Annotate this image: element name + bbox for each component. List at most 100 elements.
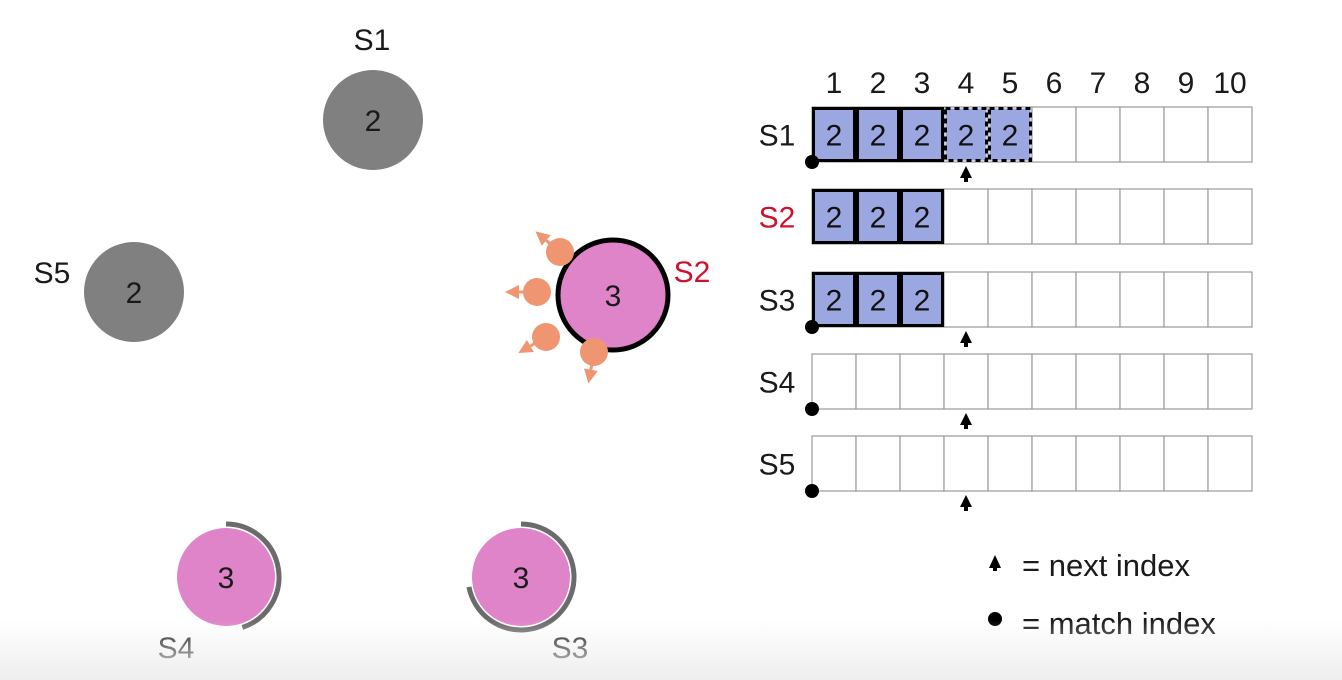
log-row-label: S1 — [759, 120, 796, 153]
log-cell — [987, 353, 1033, 410]
legend-next-index: = next index — [1022, 548, 1191, 583]
log-entry — [812, 272, 856, 327]
next-index-arrow-icon — [960, 495, 972, 507]
server-node — [323, 70, 423, 170]
server-cluster: 2 S1 3 S2 3 S3 3 S4 2 S5 — [34, 24, 711, 665]
log-cell — [943, 353, 989, 410]
log-entry-term: 2 — [826, 202, 843, 235]
log-index-header: 3 — [914, 67, 931, 100]
server-term: 2 — [365, 105, 382, 138]
log-index-header: 2 — [870, 67, 887, 100]
log-entry-term: 2 — [914, 202, 931, 235]
match-index-dot-icon — [805, 320, 819, 334]
log-cell — [1075, 435, 1121, 492]
log-cell — [899, 435, 945, 492]
log-entry — [812, 107, 856, 162]
log-entry — [900, 107, 944, 162]
server-s5: 2 S5 — [34, 242, 184, 342]
log-entry — [856, 189, 900, 244]
log-row-s1: S1 2 2 2 2 2 — [759, 106, 1253, 182]
log-index-header: 7 — [1090, 67, 1107, 100]
log-row-s2: S2 2 2 2 — [759, 188, 1253, 245]
log-index-header: 9 — [1178, 67, 1195, 100]
next-index-legend-icon — [989, 555, 1001, 568]
server-node — [84, 242, 184, 342]
next-index-arrow-stem — [964, 178, 968, 182]
log-cell — [1119, 435, 1165, 492]
log-row-label: S3 — [759, 285, 796, 318]
next-index-arrow-stem — [964, 425, 968, 429]
log-cell — [1207, 271, 1253, 328]
log-entry-term: 2 — [826, 120, 843, 153]
log-cell — [1207, 188, 1253, 245]
log-row-s3: S3 2 2 2 — [759, 271, 1253, 347]
legend: = next index = match index — [988, 548, 1216, 641]
rpc-message-arrowhead — [535, 231, 551, 246]
next-index-arrow-icon — [960, 166, 972, 178]
log-cell — [1119, 271, 1165, 328]
log-entry-term: 2 — [1002, 120, 1019, 153]
server-s2: 3 S2 — [555, 237, 711, 353]
server-term: 3 — [605, 280, 622, 313]
log-cell — [987, 188, 1033, 245]
rpc-message-shaft — [545, 239, 561, 254]
log-row-s5: S5 — [759, 435, 1253, 511]
log-cell — [1119, 106, 1165, 163]
log-entry — [856, 272, 900, 327]
log-cell — [943, 271, 989, 328]
rpc-messages — [505, 231, 608, 384]
server-label: S1 — [354, 24, 391, 57]
log-cell — [1031, 271, 1077, 328]
rpc-message-shaft — [589, 351, 596, 370]
log-cell — [943, 435, 989, 492]
log-cell — [1031, 353, 1077, 410]
server-term: 3 — [513, 562, 530, 595]
log-index-header: 10 — [1213, 67, 1246, 100]
log-cell — [987, 435, 1033, 492]
rpc-message-arrowhead — [518, 339, 534, 353]
log-cell — [1163, 435, 1209, 492]
log-entry-term: 2 — [914, 120, 931, 153]
log-entry-term: 2 — [826, 285, 843, 318]
legend-match-index: = match index — [1022, 606, 1216, 641]
log-cell — [855, 353, 901, 410]
log-cell — [1163, 353, 1209, 410]
log-cell — [1031, 106, 1077, 163]
log-entry-term: 2 — [870, 285, 887, 318]
log-index-header: 5 — [1002, 67, 1019, 100]
election-timer-arc — [225, 521, 282, 630]
server-node — [472, 528, 570, 626]
log-cell — [1075, 271, 1121, 328]
server-label: S2 — [674, 256, 711, 289]
server-s1: 2 S1 — [323, 24, 423, 170]
next-index-arrow-icon — [960, 331, 972, 343]
log-cell — [1075, 106, 1121, 163]
log-cell — [1031, 435, 1077, 492]
log-cell — [899, 353, 945, 410]
rpc-message-icon — [505, 278, 551, 306]
rpc-message-icon — [580, 338, 608, 384]
server-label: S5 — [34, 257, 71, 290]
rpc-message-icon — [535, 231, 574, 266]
log-cell — [811, 435, 857, 492]
server-term: 2 — [126, 277, 143, 310]
server-label: S4 — [158, 632, 195, 665]
server-node — [177, 528, 275, 626]
log-entry-uncommitted — [944, 107, 988, 162]
match-index-dot-icon — [805, 484, 819, 498]
log-row-label: S2 — [759, 202, 796, 235]
server-label: S3 — [552, 632, 589, 665]
log-entry — [900, 189, 944, 244]
rpc-message-arrowhead — [583, 368, 598, 384]
log-cell — [987, 271, 1033, 328]
log-entry — [900, 272, 944, 327]
log-cell — [1163, 188, 1209, 245]
log-cell — [1207, 353, 1253, 410]
log-cell — [943, 188, 989, 245]
election-timer-arc — [466, 521, 577, 633]
rpc-message-shaft — [529, 335, 547, 348]
rpc-message-icon — [518, 323, 560, 353]
log-cell — [1207, 106, 1253, 163]
match-index-dot-icon — [805, 402, 819, 416]
